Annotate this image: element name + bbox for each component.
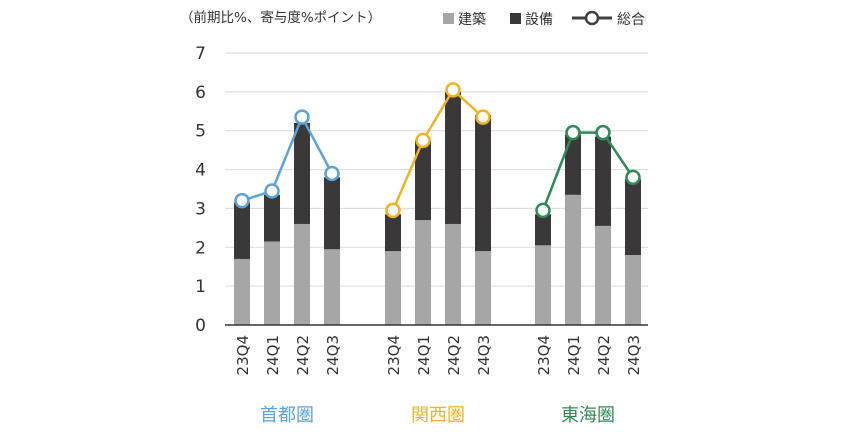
bar-construction bbox=[625, 255, 641, 325]
bar-equipment bbox=[324, 177, 340, 250]
total-line bbox=[391, 87, 484, 211]
bar-construction bbox=[294, 223, 310, 325]
x-tick-label: 23Q4 bbox=[234, 335, 252, 375]
gridlines bbox=[225, 52, 648, 287]
total-line bbox=[241, 114, 334, 202]
total-line bbox=[541, 131, 635, 211]
bar-construction bbox=[385, 251, 401, 325]
bar-equipment bbox=[415, 140, 431, 221]
chart-note: （前期比%、寄与度%ポイント） bbox=[180, 9, 381, 26]
group-label: 関西圏 bbox=[411, 405, 465, 426]
bar-construction bbox=[535, 245, 551, 325]
legend: 建築 設備 総合 bbox=[443, 10, 645, 28]
x-tick-label: 24Q2 bbox=[595, 335, 613, 375]
bars bbox=[234, 91, 641, 325]
y-tick-label: 6 bbox=[195, 83, 206, 103]
bar-equipment bbox=[595, 136, 611, 226]
axes: 0 1 2 3 4 5 6 7 23Q4 24Q1 24Q2 24Q3 首都圏 23Q4 24Q1 24Q2 2… bbox=[195, 44, 648, 426]
x-tick-label: 24Q3 bbox=[324, 335, 342, 375]
bar-construction bbox=[475, 251, 491, 325]
x-tick-label: 24Q1 bbox=[565, 335, 583, 375]
total-marker bbox=[324, 165, 340, 182]
y-tick-label: 0 bbox=[195, 316, 206, 336]
total-marker bbox=[415, 132, 431, 149]
x-tick-label: 24Q2 bbox=[294, 335, 312, 375]
legend-swatch-equipment bbox=[510, 13, 521, 24]
total-marker bbox=[234, 192, 250, 209]
x-tick-label: 24Q1 bbox=[264, 335, 282, 375]
total-lines bbox=[234, 82, 641, 219]
y-tick-label: 1 bbox=[195, 277, 206, 297]
bar-equipment bbox=[445, 91, 461, 224]
total-marker bbox=[445, 82, 461, 98]
legend-label-total: 総合 bbox=[617, 12, 645, 28]
bar-equipment bbox=[565, 134, 581, 195]
bar-construction bbox=[445, 223, 461, 325]
bar-equipment bbox=[385, 214, 401, 252]
total-marker bbox=[595, 124, 611, 141]
total-marker bbox=[385, 202, 401, 219]
bar-construction bbox=[565, 194, 581, 325]
legend-label-equipment: 設備 bbox=[525, 12, 553, 28]
x-tick-label: 24Q3 bbox=[625, 335, 643, 375]
x-tick-label: 23Q4 bbox=[385, 335, 403, 375]
total-marker bbox=[565, 124, 581, 141]
bar-equipment bbox=[625, 179, 641, 256]
bar-equipment bbox=[475, 115, 491, 252]
group-label: 東海圏 bbox=[561, 405, 615, 426]
bar-construction bbox=[595, 225, 611, 325]
bar-equipment bbox=[264, 194, 280, 242]
x-tick-label: 23Q4 bbox=[535, 335, 553, 375]
legend-swatch-construction bbox=[443, 13, 454, 24]
legend-marker-total bbox=[584, 10, 600, 26]
y-tick-label: 3 bbox=[195, 199, 206, 219]
total-marker bbox=[535, 202, 551, 219]
group-label: 首都圏 bbox=[260, 405, 314, 426]
x-tick-label: 24Q3 bbox=[475, 335, 493, 375]
bar-equipment bbox=[535, 214, 551, 246]
total-marker bbox=[625, 169, 641, 186]
y-tick-label: 5 bbox=[195, 122, 206, 142]
bar-construction bbox=[264, 241, 280, 325]
y-tick-label: 2 bbox=[195, 238, 206, 258]
total-marker bbox=[294, 109, 310, 125]
y-tick-label: 4 bbox=[195, 161, 206, 181]
bar-construction bbox=[324, 249, 340, 325]
bar-construction bbox=[234, 258, 250, 325]
total-marker bbox=[264, 183, 280, 199]
x-tick-label: 24Q1 bbox=[415, 335, 433, 375]
total-marker bbox=[475, 109, 491, 125]
y-tick-label: 7 bbox=[195, 44, 206, 64]
x-tick-label: 24Q2 bbox=[445, 335, 463, 375]
legend-label-construction: 建築 bbox=[458, 12, 486, 28]
bar-equipment bbox=[234, 202, 250, 259]
bar-construction bbox=[415, 220, 431, 325]
bar-equipment bbox=[294, 122, 310, 224]
